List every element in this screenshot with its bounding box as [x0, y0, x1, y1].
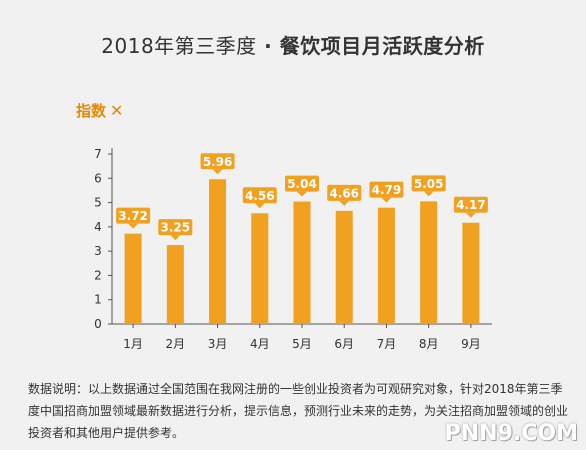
- data-label-text: 3.72: [118, 209, 148, 223]
- data-label-text: 4.79: [372, 183, 402, 197]
- bar: [166, 245, 184, 324]
- data-label-pointer: [423, 191, 434, 197]
- bar: [462, 222, 480, 324]
- x-tick-label: 3月: [208, 337, 228, 351]
- data-label: 4.79: [369, 181, 404, 203]
- watermark: PNN9.COM: [444, 421, 578, 446]
- bar: [335, 210, 353, 324]
- title-separator: ·: [256, 34, 280, 58]
- data-label-bg: [369, 181, 404, 198]
- chart-title: 2018年第三季度 · 餐饮项目月活跃度分析: [0, 30, 586, 59]
- data-label-text: 4.66: [329, 186, 359, 200]
- data-label-pointer: [170, 235, 181, 241]
- y-tick-label: 5: [94, 196, 102, 210]
- data-label-pointer: [297, 191, 307, 197]
- x-tick-label: 6月: [334, 337, 354, 351]
- data-label: 4.17: [453, 196, 488, 218]
- data-label-pointer: [465, 212, 476, 218]
- data-label-text: 5.04: [287, 177, 317, 191]
- bar: [420, 201, 438, 324]
- data-label: 3.25: [158, 219, 193, 241]
- data-label-bg: [116, 207, 151, 224]
- bar: [251, 213, 269, 324]
- data-label-pointer: [212, 169, 223, 175]
- data-label-pointer: [128, 223, 139, 229]
- y-tick-label: 4: [94, 220, 102, 234]
- y-tick-label: 2: [94, 268, 102, 282]
- bar: [377, 207, 395, 324]
- data-label: 5.04: [285, 175, 319, 197]
- y-tick-label: 6: [94, 171, 102, 185]
- x-tick-label: 4月: [250, 337, 270, 351]
- data-label: 3.72: [116, 207, 151, 229]
- data-label: 4.56: [242, 187, 277, 209]
- data-label-text: 3.25: [161, 221, 191, 235]
- x-tick-label: 8月: [419, 337, 439, 351]
- x-tick-label: 1月: [123, 337, 143, 351]
- y-tick-label: 7: [94, 147, 102, 161]
- x-tick-label: 2月: [166, 337, 186, 351]
- data-label-bg: [285, 175, 319, 192]
- data-label-bg: [158, 219, 193, 236]
- y-tick-label: 3: [94, 244, 102, 258]
- data-note: 数据说明：以上数据通过全国范围在我网注册的一些创业投资者为可观研究对象，针对20…: [28, 382, 569, 440]
- x-tick-label: 7月: [377, 337, 397, 351]
- y-tick-label: 0: [94, 317, 102, 331]
- data-label-text: 5.05: [414, 177, 444, 191]
- data-label-bg: [453, 196, 488, 213]
- data-label-bg: [411, 175, 446, 192]
- data-label-pointer: [254, 203, 265, 209]
- utensils-icon: ✕: [110, 101, 124, 120]
- data-label-bg: [327, 184, 362, 201]
- data-label-bg: [200, 153, 235, 170]
- data-label-text: 4.56: [245, 189, 275, 203]
- data-label-bg: [242, 187, 277, 204]
- y-tick-label: 1: [94, 293, 102, 307]
- data-label-pointer: [381, 197, 392, 203]
- data-label: 5.96: [200, 153, 235, 175]
- data-label: 4.66: [327, 184, 362, 206]
- data-label-pointer: [339, 200, 350, 206]
- data-label: 5.05: [411, 175, 446, 197]
- bar: [124, 233, 142, 324]
- y-axis-label: 指数: [76, 102, 107, 120]
- title-prefix: 2018年第三季度: [101, 34, 257, 58]
- x-tick-label: 9月: [461, 337, 481, 351]
- y-axis-legend: 指数 ✕: [76, 100, 123, 121]
- bar: [293, 201, 311, 324]
- data-label-text: 4.17: [456, 198, 486, 212]
- x-tick-label: 5月: [292, 337, 312, 351]
- title-main: 餐饮项目月活跃度分析: [279, 34, 485, 58]
- bar: [209, 179, 227, 324]
- data-label-text: 5.96: [203, 155, 233, 169]
